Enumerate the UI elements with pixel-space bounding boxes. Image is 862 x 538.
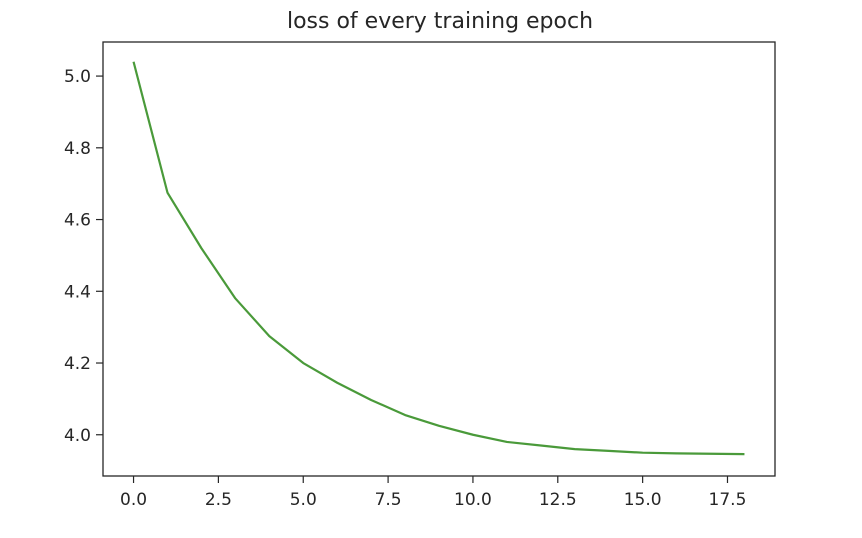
y-axis: 4.0 4.2 4.4 4.6 4.8 5.0 xyxy=(64,67,103,446)
y-tick-label: 5.0 xyxy=(64,67,91,87)
y-tick-label: 4.0 xyxy=(64,426,91,446)
chart-title: loss of every training epoch xyxy=(287,9,593,34)
loss-series-line xyxy=(132,61,745,456)
x-tick-label: 15.0 xyxy=(624,490,662,510)
x-tick-label: 17.5 xyxy=(709,490,747,510)
x-axis: 0.0 2.5 5.0 7.5 10.0 12.5 15.0 17.5 xyxy=(120,476,746,510)
x-tick-label: 2.5 xyxy=(205,490,232,510)
x-tick-label: 0.0 xyxy=(120,490,147,510)
x-tick-label: 12.5 xyxy=(539,490,577,510)
y-tick-label: 4.2 xyxy=(64,354,91,374)
series-layer xyxy=(132,61,745,456)
y-tick-label: 4.8 xyxy=(64,139,91,159)
y-tick-label: 4.6 xyxy=(64,211,91,231)
plot-frame xyxy=(102,41,776,477)
y-tick-label: 4.4 xyxy=(64,282,91,302)
x-tick-label: 7.5 xyxy=(375,490,402,510)
x-tick-label: 10.0 xyxy=(454,490,492,510)
x-tick-label: 5.0 xyxy=(290,490,317,510)
